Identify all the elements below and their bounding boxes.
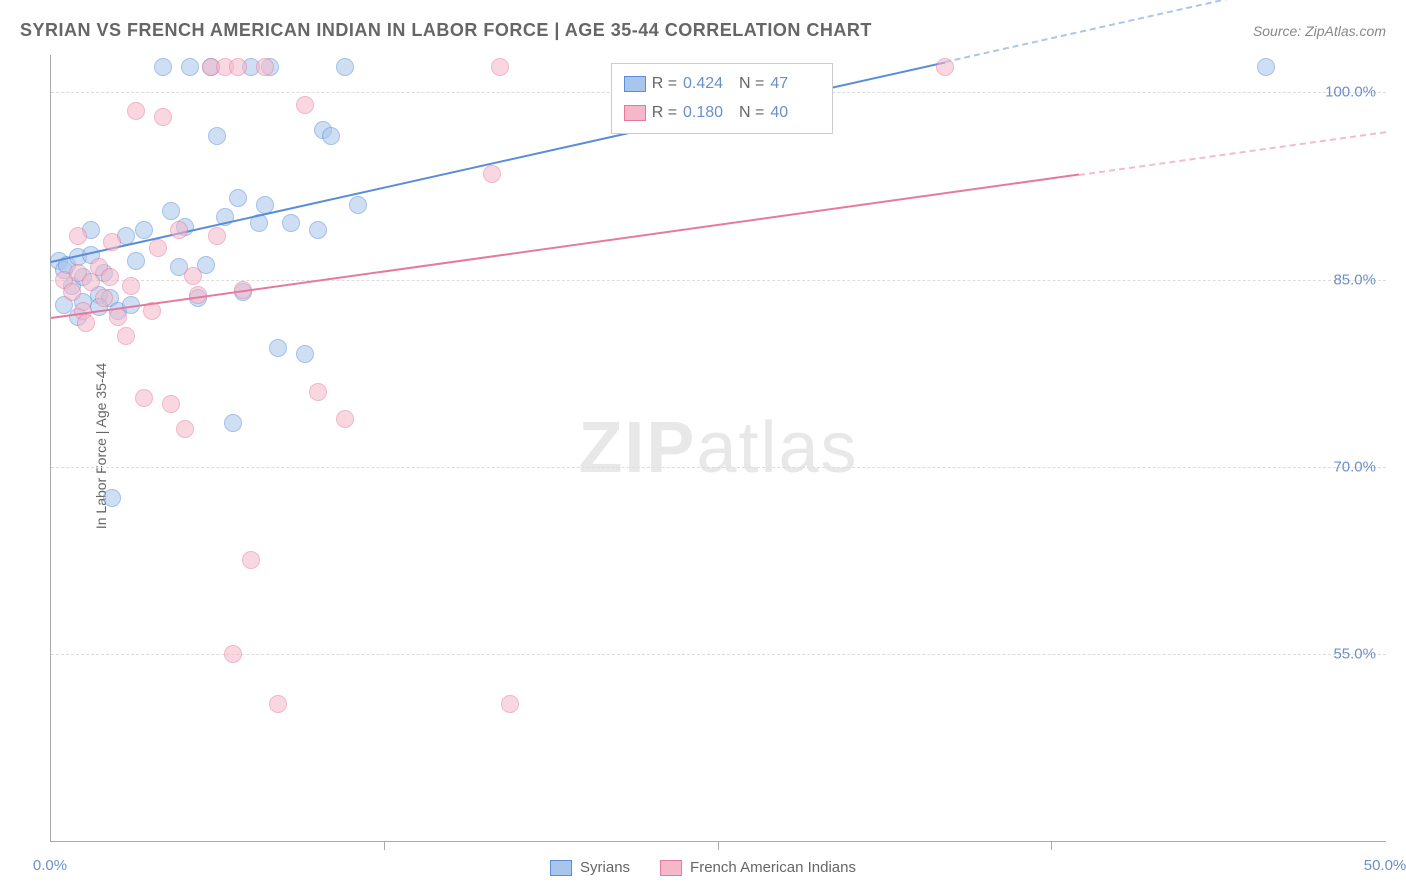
scatter-point [269, 695, 287, 713]
gridline-horizontal [51, 467, 1386, 468]
legend-stats-swatch [624, 105, 646, 121]
y-tick-label: 55.0% [1333, 645, 1376, 662]
legend-stats-row: R =0.180N =40 [624, 99, 821, 128]
scatter-point [101, 268, 119, 286]
scatter-point [154, 58, 172, 76]
legend-stats-box: R =0.424N =47R =0.180N =40 [611, 63, 834, 135]
legend-stats-swatch [624, 76, 646, 92]
y-tick-label: 85.0% [1333, 271, 1376, 288]
legend-item-syrians: Syrians [550, 859, 630, 876]
gridline-horizontal [51, 280, 1386, 281]
legend-n-value: 47 [770, 70, 820, 99]
title-bar: SYRIAN VS FRENCH AMERICAN INDIAN IN LABO… [20, 20, 1386, 41]
x-tick-label: 0.0% [33, 857, 67, 874]
y-tick-label: 70.0% [1333, 458, 1376, 475]
scatter-point [282, 214, 300, 232]
scatter-point [1257, 58, 1275, 76]
scatter-point [103, 233, 121, 251]
scatter-point [149, 239, 167, 257]
scatter-point [117, 327, 135, 345]
legend-r-value: 0.180 [683, 99, 733, 128]
scatter-point [256, 58, 274, 76]
scatter-point [936, 58, 954, 76]
scatter-point [336, 58, 354, 76]
scatter-point [170, 221, 188, 239]
scatter-point [135, 221, 153, 239]
plot-area: ZIPatlas 55.0% 70.0% 85.0% 100.0% [50, 55, 1386, 842]
scatter-point [501, 695, 519, 713]
legend-r-label: R = [652, 70, 677, 99]
scatter-point [176, 420, 194, 438]
scatter-point [162, 395, 180, 413]
scatter-point [127, 102, 145, 120]
trend-line [51, 174, 1079, 319]
watermark-rest: atlas [696, 408, 858, 488]
scatter-point [229, 58, 247, 76]
legend-stats-row: R =0.424N =47 [624, 70, 821, 99]
x-tick-mark [1051, 842, 1052, 850]
scatter-point [322, 127, 340, 145]
y-tick-label: 100.0% [1325, 84, 1376, 101]
scatter-point [309, 221, 327, 239]
legend-label-syrians: Syrians [580, 859, 630, 876]
legend-r-label: R = [652, 99, 677, 128]
legend-n-value: 40 [770, 99, 820, 128]
source-label: Source: ZipAtlas.com [1253, 23, 1386, 39]
scatter-point [349, 196, 367, 214]
scatter-point [77, 314, 95, 332]
scatter-point [135, 389, 153, 407]
scatter-point [269, 339, 287, 357]
legend-swatch-french [660, 860, 682, 876]
scatter-point [103, 489, 121, 507]
legend-n-label: N = [739, 70, 764, 99]
scatter-point [69, 227, 87, 245]
watermark: ZIPatlas [578, 407, 858, 489]
scatter-point [224, 414, 242, 432]
gridline-horizontal [51, 654, 1386, 655]
legend-item-french: French American Indians [660, 859, 856, 876]
scatter-point [229, 189, 247, 207]
watermark-bold: ZIP [578, 408, 696, 488]
scatter-point [336, 410, 354, 428]
scatter-point [95, 289, 113, 307]
scatter-point [122, 277, 140, 295]
scatter-point [127, 252, 145, 270]
legend-swatch-syrians [550, 860, 572, 876]
legend-r-value: 0.424 [683, 70, 733, 99]
scatter-point [184, 267, 202, 285]
x-tick-mark [384, 842, 385, 850]
x-tick-mark [718, 842, 719, 850]
scatter-point [491, 58, 509, 76]
scatter-point [181, 58, 199, 76]
trend-line-dashed [1079, 131, 1386, 176]
scatter-point [154, 108, 172, 126]
scatter-point [208, 127, 226, 145]
scatter-point [63, 283, 81, 301]
legend-label-french: French American Indians [690, 859, 856, 876]
scatter-point [296, 345, 314, 363]
scatter-point [242, 551, 260, 569]
scatter-point [109, 308, 127, 326]
legend-n-label: N = [739, 99, 764, 128]
scatter-point [483, 165, 501, 183]
scatter-point [224, 645, 242, 663]
scatter-point [296, 96, 314, 114]
bottom-legend: Syrians French American Indians [550, 859, 856, 876]
x-tick-label: 50.0% [1364, 857, 1406, 874]
chart-title: SYRIAN VS FRENCH AMERICAN INDIAN IN LABO… [20, 20, 872, 41]
scatter-point [208, 227, 226, 245]
scatter-point [162, 202, 180, 220]
scatter-point [309, 383, 327, 401]
